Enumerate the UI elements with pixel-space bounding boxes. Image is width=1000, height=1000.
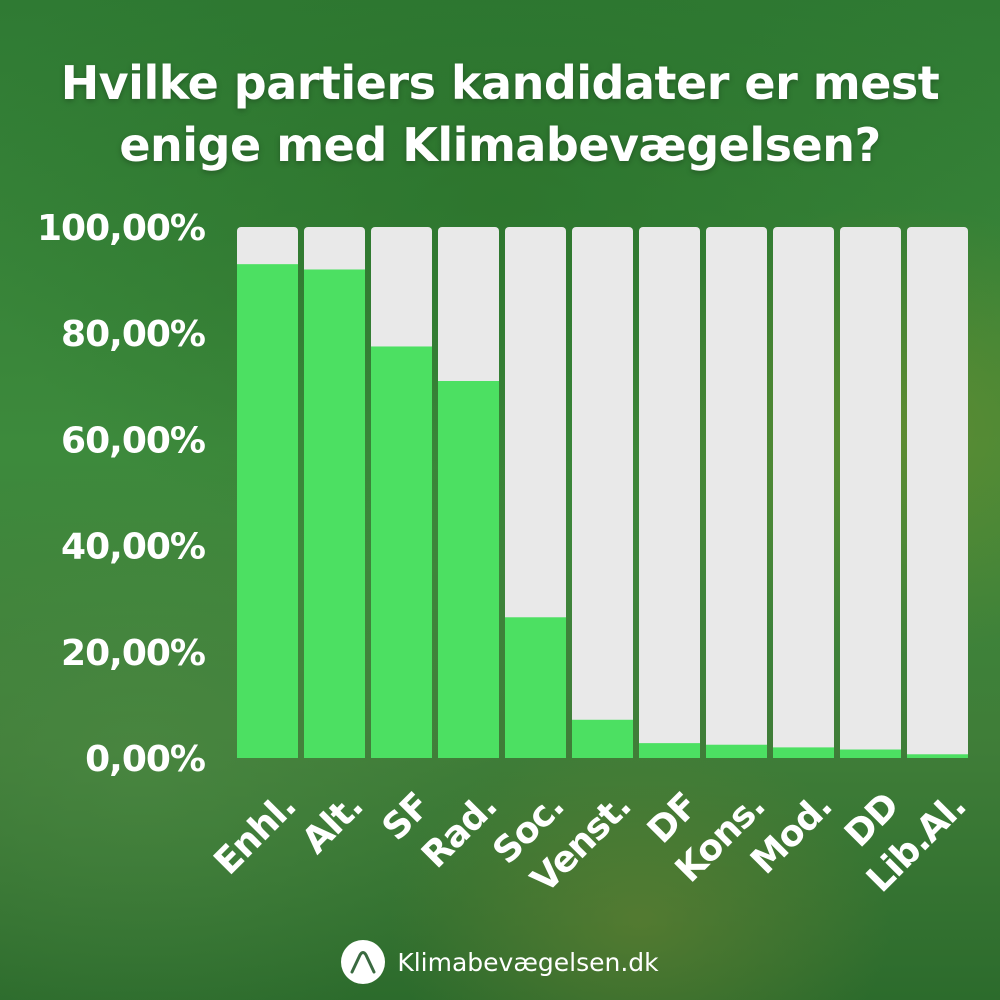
x-tick-label: Enhl. [206, 785, 303, 882]
x-tick-label: Rad. [414, 785, 505, 876]
y-tick-label: 0,00% [85, 739, 205, 780]
bar-libal [907, 754, 968, 758]
bar-rad [438, 380, 499, 758]
y-tick-label: 60,00% [61, 420, 205, 461]
mountain-logo-icon[interactable] [341, 940, 386, 984]
y-axis: 0,00% 20,00% 40,00% 60,00% 80,00% 100,00% [37, 208, 206, 780]
y-tick-label: 80,00% [61, 314, 205, 355]
chart-title-line-1: Hvilke partiers kandidater er mest [60, 56, 940, 110]
bar-soc [505, 617, 566, 758]
bar-track [572, 227, 633, 758]
bar-track [639, 227, 700, 758]
bars [237, 227, 968, 758]
bar-sf [371, 346, 432, 758]
y-tick-label: 20,00% [61, 633, 205, 674]
footer: Klimabevægelsen.dk [0, 940, 1000, 984]
bar-track [907, 227, 968, 758]
bar-venst [572, 719, 633, 758]
x-tick-label: Alt. [295, 785, 371, 861]
bar-enhl [237, 264, 298, 758]
bar-kons [706, 744, 767, 758]
bar-mod [773, 747, 834, 758]
site-link[interactable]: Klimabevægelsen.dk [397, 947, 659, 977]
bar-track [773, 227, 834, 758]
bar-track [706, 227, 767, 758]
y-tick-label: 100,00% [37, 208, 205, 249]
bar-track [840, 227, 901, 758]
bar-dd [840, 749, 901, 758]
bar-alt [304, 269, 365, 758]
y-tick-label: 40,00% [61, 527, 205, 568]
bar-df [639, 743, 700, 758]
chart-title-line-2: enige med Klimabevægelsen? [119, 118, 881, 172]
chart-title: Hvilke partiers kandidater er mest enige… [0, 52, 1000, 176]
